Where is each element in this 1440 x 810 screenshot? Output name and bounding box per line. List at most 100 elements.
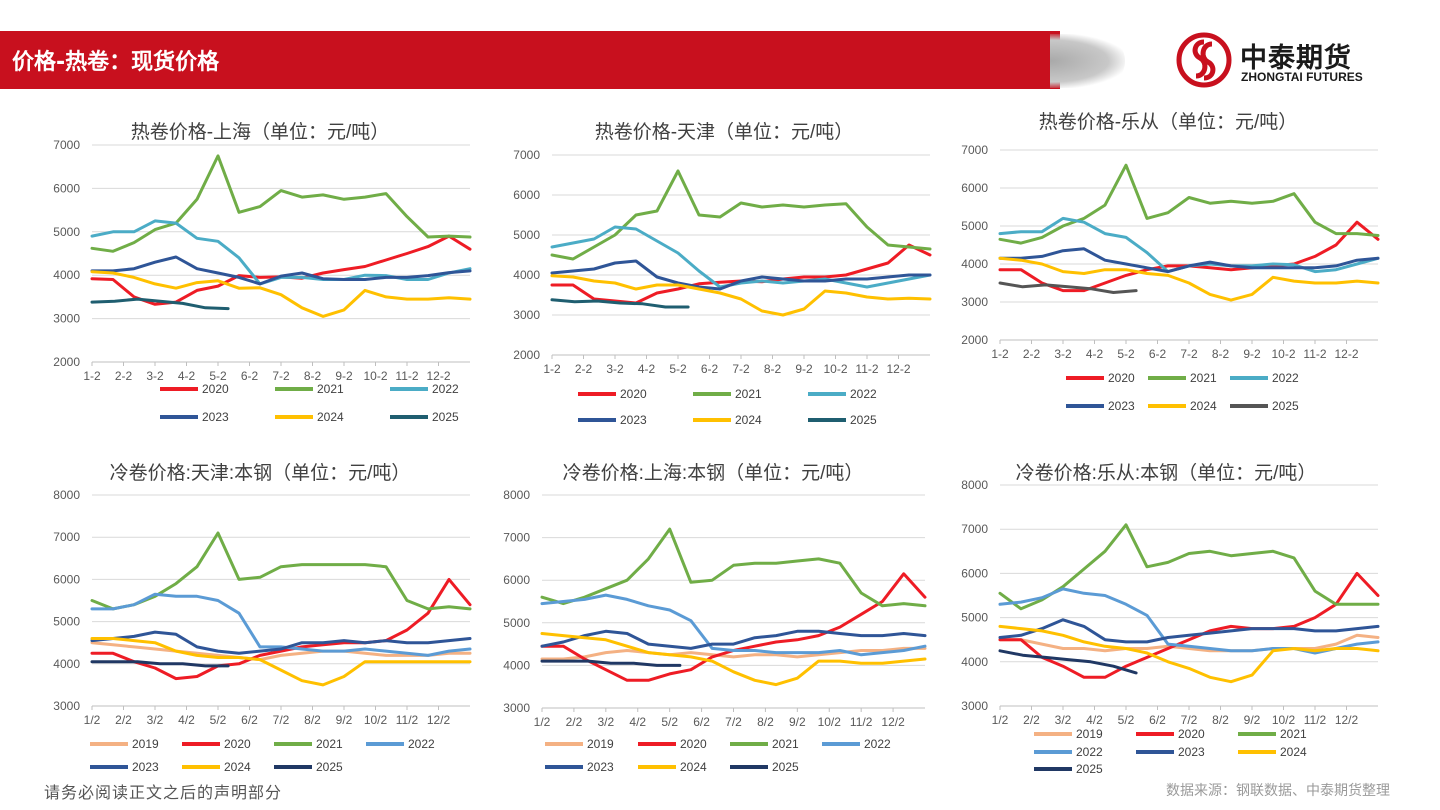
series-line-2020	[90, 577, 472, 681]
x-tick-label: 7/2	[725, 715, 742, 729]
y-tick-label: 5000	[961, 611, 988, 625]
series-line-2021	[998, 163, 1380, 245]
legend-label-2024: 2024	[224, 760, 251, 774]
y-tick-label: 5000	[503, 616, 530, 630]
x-tick-label: 6/2	[693, 715, 710, 729]
legend-label-2020: 2020	[1178, 727, 1205, 741]
x-tick-label: 1/2	[534, 715, 551, 729]
x-tick-label: 3-2	[1054, 347, 1072, 361]
legend-label-2023: 2023	[202, 410, 229, 424]
series-line-2020	[998, 220, 1380, 293]
x-tick-label: 7/2	[273, 713, 290, 727]
chart-title: 冷卷价格:天津:本钢（单位：元/吨）	[110, 462, 411, 484]
x-tick-label: 8-2	[1212, 347, 1230, 361]
series-line-2019	[540, 646, 927, 661]
x-tick-label: 11-2	[855, 362, 878, 376]
brand-name-cn: 中泰期货	[1240, 43, 1352, 74]
y-tick-label: 5000	[53, 615, 80, 629]
y-tick-label: 7000	[53, 138, 80, 152]
y-tick-label: 8000	[503, 488, 530, 502]
series-line-2020	[998, 571, 1380, 679]
legend-label-2020: 2020	[620, 387, 647, 401]
x-tick-label: 7-2	[1180, 347, 1198, 361]
x-tick-label: 7-2	[272, 369, 290, 383]
x-tick-label: 9-2	[335, 369, 353, 383]
x-tick-label: 3-2	[606, 362, 624, 376]
x-tick-label: 5/2	[1118, 713, 1135, 727]
x-tick-label: 4-2	[1086, 347, 1104, 361]
legend-label-2023: 2023	[1108, 399, 1135, 413]
series-line-2023	[998, 247, 1380, 274]
legend-label-2025: 2025	[1076, 762, 1103, 776]
data-source-text: 数据来源：钢联数据、中泰期货整理	[1166, 783, 1390, 799]
banner-shadow	[1050, 34, 1125, 88]
x-tick-label: 5-2	[1117, 347, 1135, 361]
x-tick-label: 11-2	[395, 369, 418, 383]
legend-label-2020: 2020	[1108, 371, 1135, 385]
x-tick-label: 12/2	[881, 715, 905, 729]
y-tick-label: 2000	[961, 333, 988, 347]
x-tick-label: 4/2	[1086, 713, 1103, 727]
x-tick-label: 6-2	[701, 362, 719, 376]
series-line-2023	[90, 255, 472, 286]
series-line-2021	[540, 527, 927, 608]
legend-label-2025: 2025	[1272, 399, 1299, 413]
x-tick-label: 10-2	[363, 369, 387, 383]
legend-label-2025: 2025	[772, 760, 799, 774]
y-tick-label: 3000	[513, 308, 540, 322]
x-tick-label: 12-2	[1334, 347, 1358, 361]
legend-label-2023: 2023	[132, 760, 159, 774]
x-tick-label: 3-2	[146, 369, 164, 383]
disclaimer-text: 请务必阅读正文之后的声明部分	[44, 783, 283, 802]
series-line-2023	[90, 630, 472, 655]
x-tick-label: 9-2	[1243, 347, 1261, 361]
chart-title: 冷卷价格:上海:本钢（单位：元/吨）	[563, 462, 864, 484]
x-tick-label: 5/2	[210, 713, 227, 727]
y-tick-label: 8000	[53, 488, 80, 502]
x-tick-label: 3/2	[1055, 713, 1072, 727]
series-line-2021	[550, 169, 932, 261]
y-tick-label: 6000	[513, 188, 540, 202]
legend-label-2021: 2021	[316, 737, 343, 751]
x-tick-label: 6/2	[241, 713, 258, 727]
page-title: 价格-热卷：现货价格	[12, 50, 220, 75]
x-tick-label: 8/2	[304, 713, 321, 727]
series-line-2021	[90, 531, 472, 611]
zhongtai-logo-icon	[1176, 32, 1232, 88]
x-tick-label: 5-2	[669, 362, 687, 376]
legend-label-2022: 2022	[408, 737, 435, 751]
series-line-2023	[540, 629, 927, 650]
y-tick-label: 3000	[961, 295, 988, 309]
x-tick-label: 6/2	[1149, 713, 1166, 727]
y-tick-label: 7000	[513, 148, 540, 162]
series-line-2022	[540, 593, 927, 657]
series-line-2022	[550, 225, 932, 289]
series-line-2025	[90, 297, 230, 311]
series-line-2024	[90, 270, 472, 318]
series-line-2023	[550, 259, 932, 291]
x-tick-label: 2/2	[1023, 713, 1040, 727]
x-tick-label: 1-2	[543, 362, 561, 376]
y-tick-label: 3000	[53, 312, 80, 326]
legend-label-2021: 2021	[317, 382, 344, 396]
chart-title: 冷卷价格:乐从:本钢（单位：元/吨）	[1016, 462, 1317, 484]
title-banner	[0, 31, 1060, 89]
legend-label-2024: 2024	[735, 413, 762, 427]
legend-label-2023: 2023	[1178, 745, 1205, 759]
legend-label-2020: 2020	[680, 737, 707, 751]
x-tick-label: 10-2	[1271, 347, 1295, 361]
legend-label-2025: 2025	[432, 410, 459, 424]
x-tick-label: 9/2	[1244, 713, 1261, 727]
x-tick-label: 9/2	[336, 713, 353, 727]
series-line-2022	[90, 592, 472, 657]
x-tick-label: 9-2	[795, 362, 813, 376]
x-tick-label: 1-2	[991, 347, 1009, 361]
x-tick-label: 2/2	[566, 715, 583, 729]
y-tick-label: 4000	[961, 655, 988, 669]
legend-label-2023: 2023	[620, 413, 647, 427]
legend-label-2022: 2022	[1076, 745, 1103, 759]
legend-label-2021: 2021	[1190, 371, 1217, 385]
series-line-2025	[90, 660, 230, 668]
legend-label-2019: 2019	[1076, 727, 1103, 741]
y-tick-label: 4000	[513, 268, 540, 282]
